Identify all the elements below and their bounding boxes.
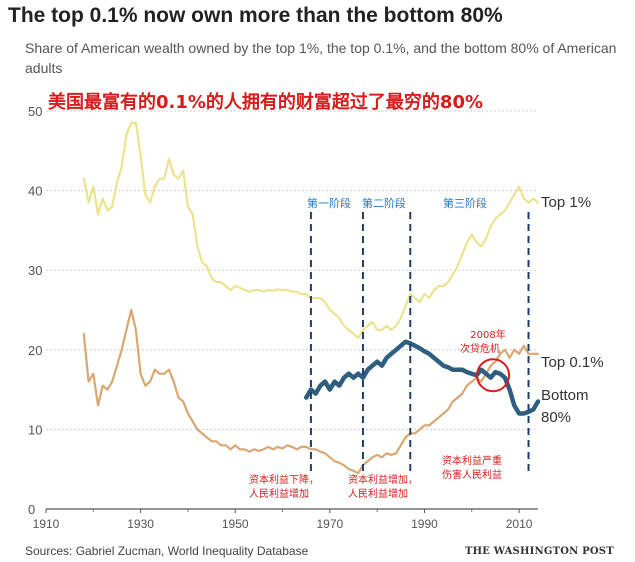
x-tick-1970: 1970 (316, 517, 343, 531)
x-tick-1950: 1950 (222, 517, 249, 531)
crisis-label-line1: 2008年 (470, 328, 505, 341)
crisis-highlight-circle (476, 358, 511, 393)
label-bottom-80pct-line1: Bottom (541, 387, 589, 404)
chart-subtitle: Share of American wealth owned by the to… (25, 40, 617, 76)
source-note: Sources: Gabriel Zucman, World Inequalit… (25, 544, 309, 558)
label-bottom-80pct-line2: 80% (541, 409, 571, 426)
note-phase2-line2: 人民利益增加 (348, 487, 408, 500)
series-line-top-0-1pct (82, 308, 540, 475)
chinese-headline: 美国最富有的0.1%的人拥有的财富超过了最穷的80% (48, 92, 484, 113)
chart-title: The top 0.1% now own more than the botto… (8, 4, 503, 27)
phase-label-2: 第二阶段 (362, 196, 406, 210)
y-tick-10: 10 (28, 422, 42, 437)
y-tick-0: 0 (28, 502, 35, 517)
crisis-label-line2: 次贷危机 (460, 342, 500, 355)
phase-label-1: 第一阶段 (307, 196, 351, 210)
x-tick-2010: 2010 (506, 517, 533, 531)
note-phase1-line1: 资本利益下降， (249, 473, 319, 486)
x-tick-1910: 1910 (33, 517, 60, 531)
note-phase3-line2: 伤害人民利益 (442, 468, 502, 481)
note-phase2-line1: 资本利益增加， (348, 473, 418, 486)
publisher-logo: THE WASHINGTON POST (465, 546, 614, 557)
y-tick-50: 50 (28, 104, 42, 119)
y-tick-20: 20 (28, 343, 42, 358)
series-line-bottom-80pct (303, 339, 541, 416)
phase-label-3: 第三阶段 (443, 196, 487, 210)
note-phase1-line2: 人民利益增加 (249, 487, 309, 500)
label-top-1pct: Top 1% (541, 194, 591, 211)
y-tick-30: 30 (28, 263, 42, 278)
label-top-0-1pct: Top 0.1% (541, 354, 604, 371)
note-phase3-line1: 资本利益严重 (442, 454, 502, 467)
x-tick-1930: 1930 (127, 517, 154, 531)
x-tick-1990: 1990 (411, 517, 438, 531)
y-tick-40: 40 (28, 184, 42, 199)
